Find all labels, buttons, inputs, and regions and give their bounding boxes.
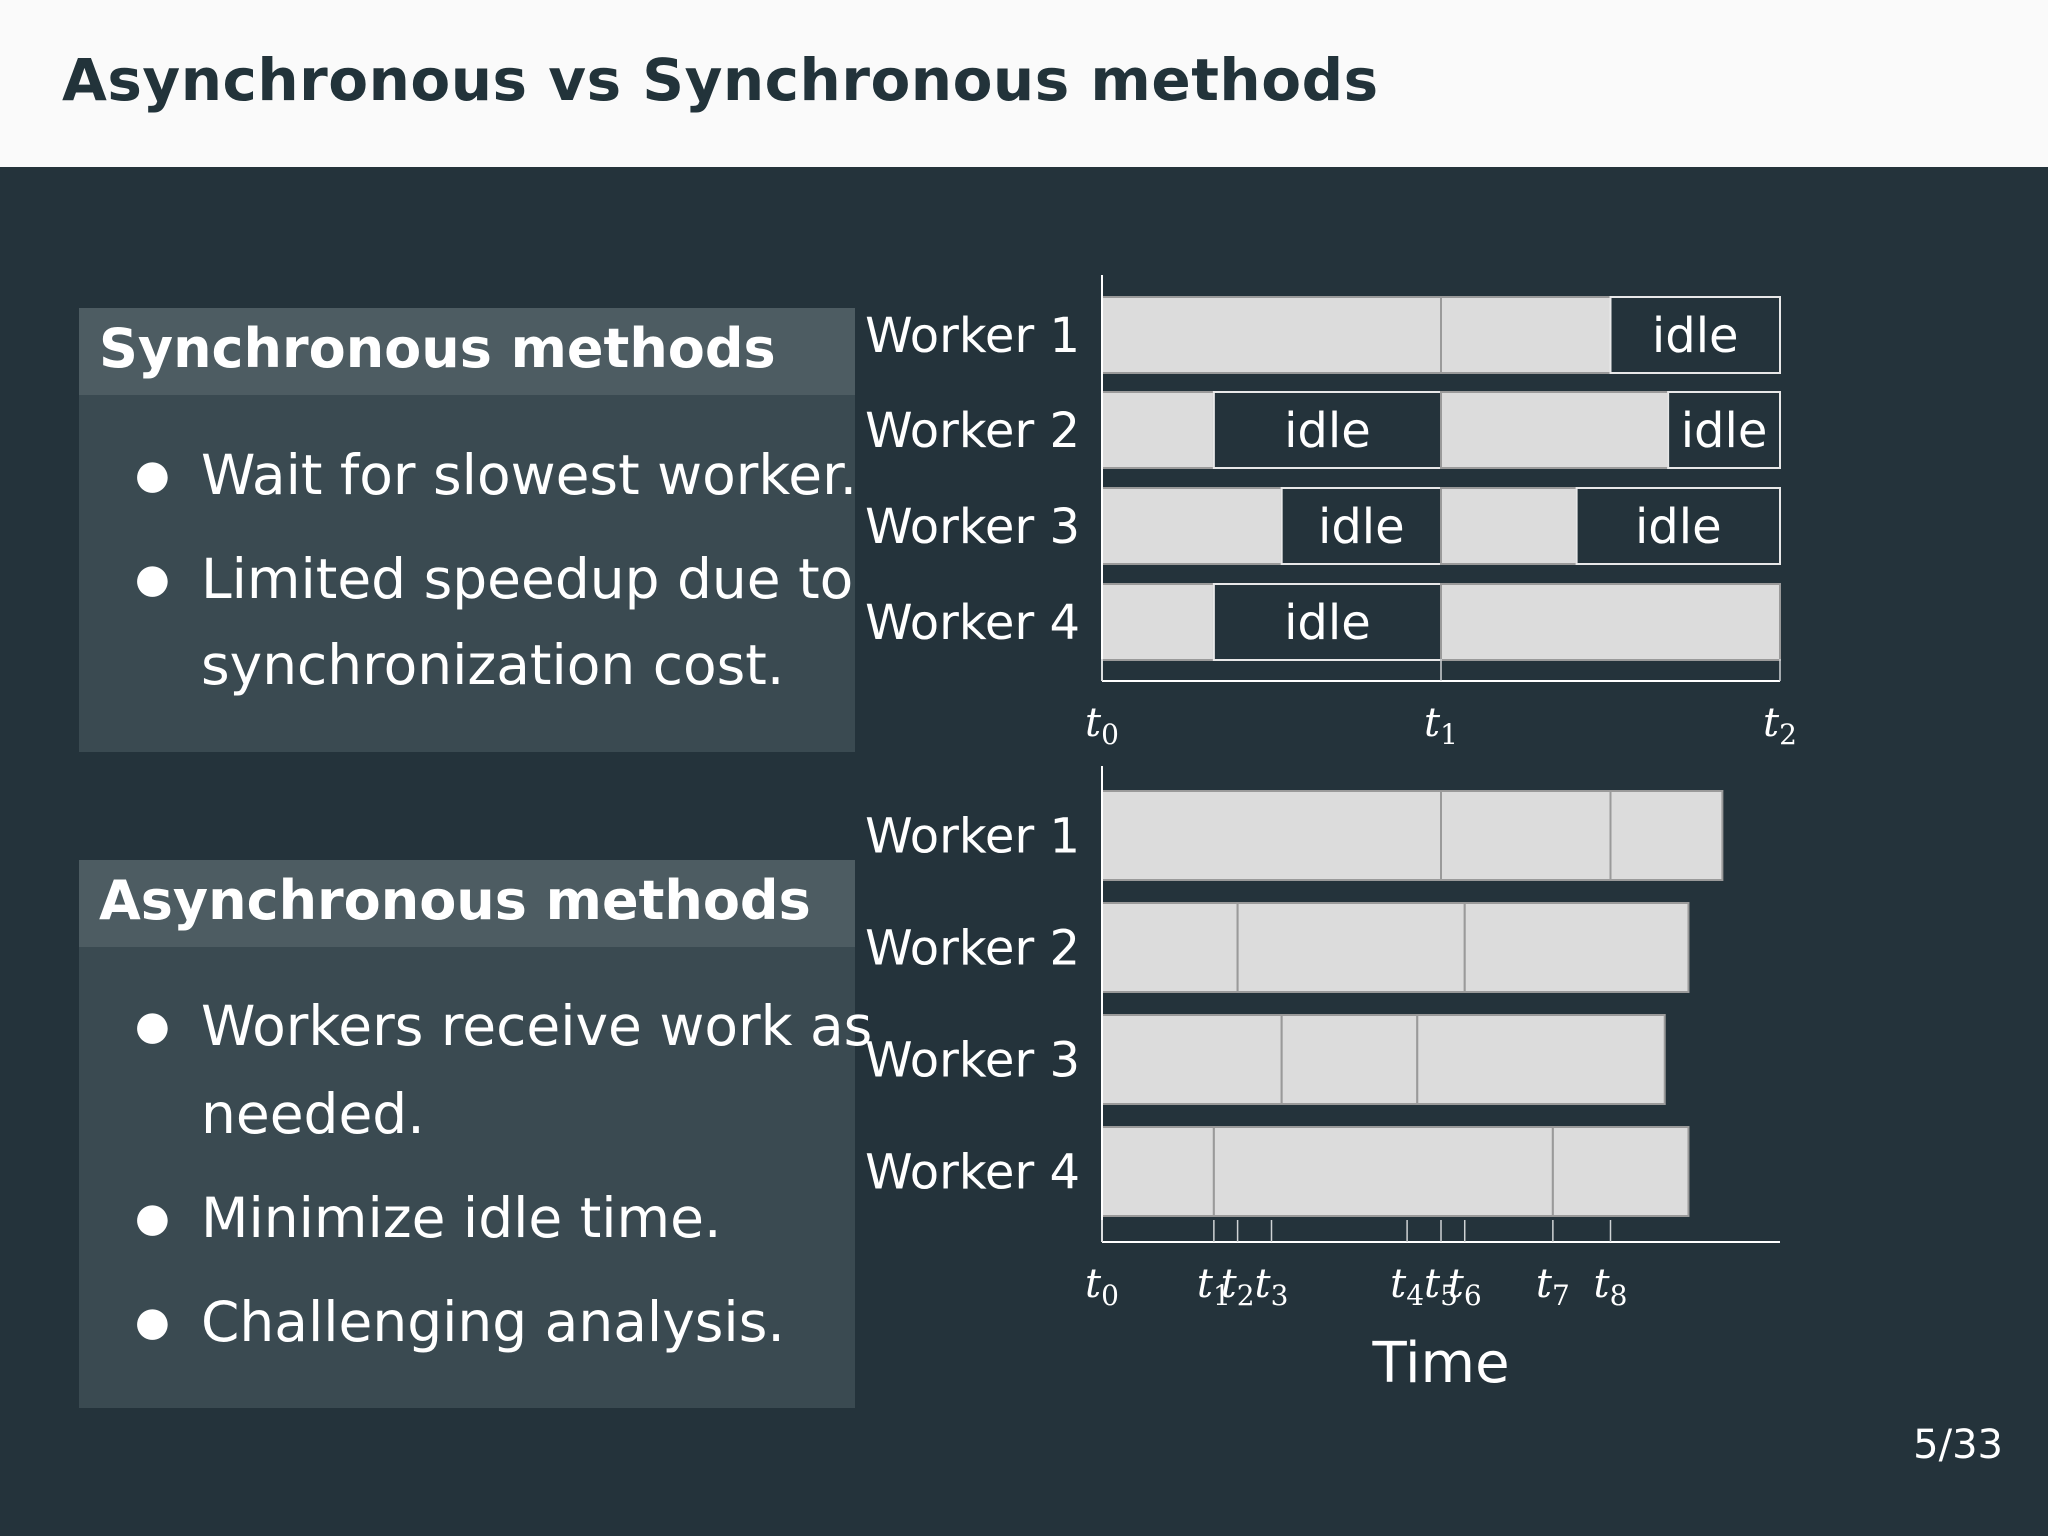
busy-segment bbox=[1101, 296, 1442, 374]
busy-segment bbox=[1440, 487, 1578, 565]
busy-segment bbox=[1101, 1014, 1283, 1105]
bullet-text: Workers receive work as bbox=[201, 994, 873, 1058]
x-tick-label: t7 bbox=[1536, 1261, 1570, 1312]
worker-label: Worker 2 bbox=[865, 921, 1080, 977]
busy-segment bbox=[1101, 1126, 1215, 1217]
bullet-icon: ● bbox=[135, 1195, 170, 1241]
bullet-icon: ● bbox=[135, 556, 170, 602]
x-tick-label: t2 bbox=[1221, 1261, 1255, 1312]
idle-label: idle bbox=[1681, 403, 1768, 459]
x-tick-label: t6 bbox=[1448, 1261, 1482, 1312]
idle-segment bbox=[1212, 583, 1442, 661]
worker-label: Worker 4 bbox=[865, 595, 1080, 651]
idle-segment bbox=[1575, 487, 1781, 565]
slide-title: Asynchronous vs Synchronous methods bbox=[62, 46, 1379, 114]
idle-segment bbox=[1609, 296, 1781, 374]
idle-segment bbox=[1280, 487, 1443, 565]
bullet-text: Limited speedup due to bbox=[201, 547, 854, 611]
list-item: ● Limited speedup due to bbox=[135, 535, 854, 623]
list-item: ● Challenging analysis. bbox=[135, 1278, 785, 1366]
bullet-icon: ● bbox=[135, 452, 170, 498]
busy-segment bbox=[1236, 902, 1466, 993]
busy-segment bbox=[1280, 1014, 1419, 1105]
page-number: 5/33 bbox=[1913, 1422, 2003, 1468]
bullet-text: synchronization cost. bbox=[201, 633, 785, 697]
worker-label: Worker 1 bbox=[865, 809, 1080, 865]
busy-segment bbox=[1463, 902, 1690, 993]
title-bar: Asynchronous vs Synchronous methods bbox=[0, 0, 2048, 167]
busy-segment bbox=[1101, 391, 1215, 469]
x-axis-label: Time bbox=[1371, 1331, 1509, 1396]
worker-label: Worker 3 bbox=[865, 1033, 1080, 1089]
async-block-heading: Asynchronous methods bbox=[79, 860, 855, 947]
idle-label: idle bbox=[1635, 499, 1722, 555]
bullet-text: Minimize idle time. bbox=[201, 1186, 722, 1250]
async-methods-block: Asynchronous methods ● Workers receive wo… bbox=[79, 860, 872, 1408]
busy-segment bbox=[1440, 296, 1612, 374]
busy-segment bbox=[1416, 1014, 1666, 1105]
busy-segment bbox=[1101, 583, 1215, 661]
worker-label: Worker 1 bbox=[865, 308, 1080, 364]
worker-label: Worker 4 bbox=[865, 1145, 1080, 1201]
x-tick-label: t4 bbox=[1390, 1261, 1424, 1312]
busy-segment bbox=[1440, 790, 1612, 881]
x-tick-label: t0 bbox=[1085, 1261, 1119, 1312]
busy-segment bbox=[1212, 1126, 1554, 1217]
busy-segment bbox=[1440, 391, 1670, 469]
busy-segment bbox=[1101, 487, 1283, 565]
list-item: ● Wait for slowest worker. bbox=[135, 431, 858, 519]
busy-segment bbox=[1551, 1126, 1690, 1217]
bullet-text: needed. bbox=[201, 1082, 425, 1146]
worker-label: Worker 2 bbox=[865, 403, 1080, 459]
list-item: ● Workers receive work as bbox=[135, 982, 873, 1070]
list-item: ● Minimize idle time. bbox=[135, 1174, 722, 1262]
idle-label: idle bbox=[1284, 595, 1371, 651]
bullet-icon: ● bbox=[135, 1003, 170, 1049]
bullet-icon: ● bbox=[135, 1299, 170, 1345]
bullet-text: Challenging analysis. bbox=[201, 1290, 785, 1354]
x-tick-label: t0 bbox=[1085, 700, 1119, 751]
worker-label: Worker 3 bbox=[865, 499, 1080, 555]
idle-label: idle bbox=[1652, 308, 1739, 364]
idle-segment bbox=[1667, 391, 1782, 469]
idle-label: idle bbox=[1284, 403, 1371, 459]
x-tick-label: t8 bbox=[1594, 1261, 1628, 1312]
sync-block-heading: Synchronous methods bbox=[79, 308, 855, 395]
busy-segment bbox=[1101, 790, 1442, 881]
bullet-text: Wait for slowest worker. bbox=[201, 443, 858, 507]
x-tick-label: t1 bbox=[1424, 700, 1458, 751]
list-item-continuation: synchronization cost. bbox=[201, 621, 784, 709]
idle-label: idle bbox=[1318, 499, 1405, 555]
busy-segment bbox=[1609, 790, 1724, 881]
sync-methods-block: Synchronous methods ● Wait for slowest wo… bbox=[79, 308, 858, 752]
idle-segment bbox=[1212, 391, 1442, 469]
x-tick-label: t2 bbox=[1763, 700, 1797, 751]
busy-segment bbox=[1101, 902, 1239, 993]
list-item-continuation: needed. bbox=[201, 1070, 425, 1158]
x-tick-label: t3 bbox=[1255, 1261, 1289, 1312]
busy-segment bbox=[1440, 583, 1781, 661]
